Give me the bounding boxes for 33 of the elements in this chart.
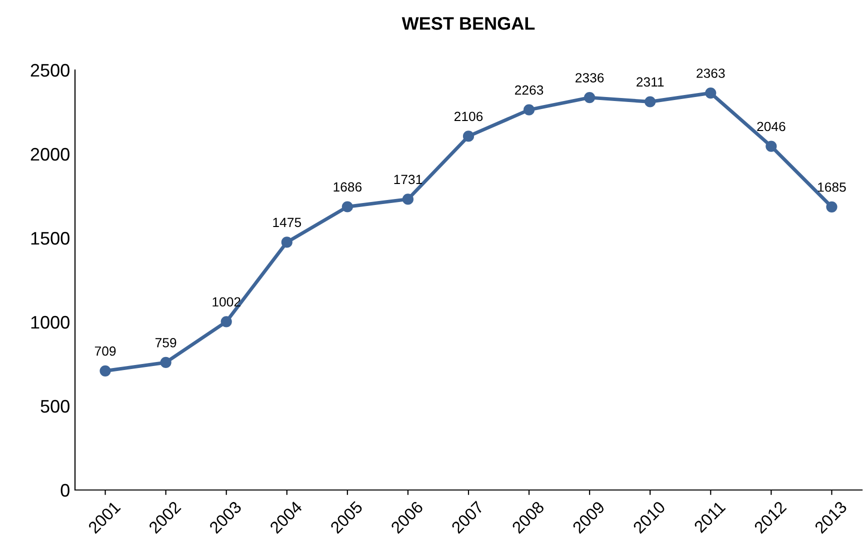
y-tick-label: 0 <box>60 484 70 497</box>
data-label: 2363 <box>696 68 725 78</box>
data-label: 2263 <box>515 85 544 95</box>
data-label: 1685 <box>818 182 846 192</box>
data-label: 1002 <box>212 297 240 307</box>
point <box>766 140 777 152</box>
data-label: 2106 <box>454 112 483 122</box>
y-tick-label: 1000 <box>31 316 70 329</box>
point <box>342 201 353 212</box>
point <box>281 236 292 248</box>
data-label: 759 <box>155 338 176 348</box>
data-label: 2311 <box>636 77 664 87</box>
point <box>100 365 111 376</box>
point <box>220 316 232 328</box>
point <box>705 87 716 99</box>
data-label: 1686 <box>334 182 362 192</box>
point <box>826 201 838 212</box>
data-label: 2336 <box>576 73 604 82</box>
data-label: 1731 <box>394 174 422 184</box>
point <box>644 96 656 108</box>
point <box>402 194 414 205</box>
y-tick-label: 2000 <box>30 148 70 161</box>
point <box>584 92 596 104</box>
point <box>160 356 172 368</box>
y-tick-label: 2500 <box>30 64 70 77</box>
point <box>523 104 535 116</box>
y-tick-label: 1500 <box>31 232 70 245</box>
chart-title: WEST BENGAL <box>402 17 535 30</box>
data-label: 709 <box>94 346 116 356</box>
y-tick-label: 500 <box>40 400 70 413</box>
data-label: 2046 <box>757 122 786 132</box>
point <box>462 130 474 142</box>
data-label: 1475 <box>273 218 302 228</box>
